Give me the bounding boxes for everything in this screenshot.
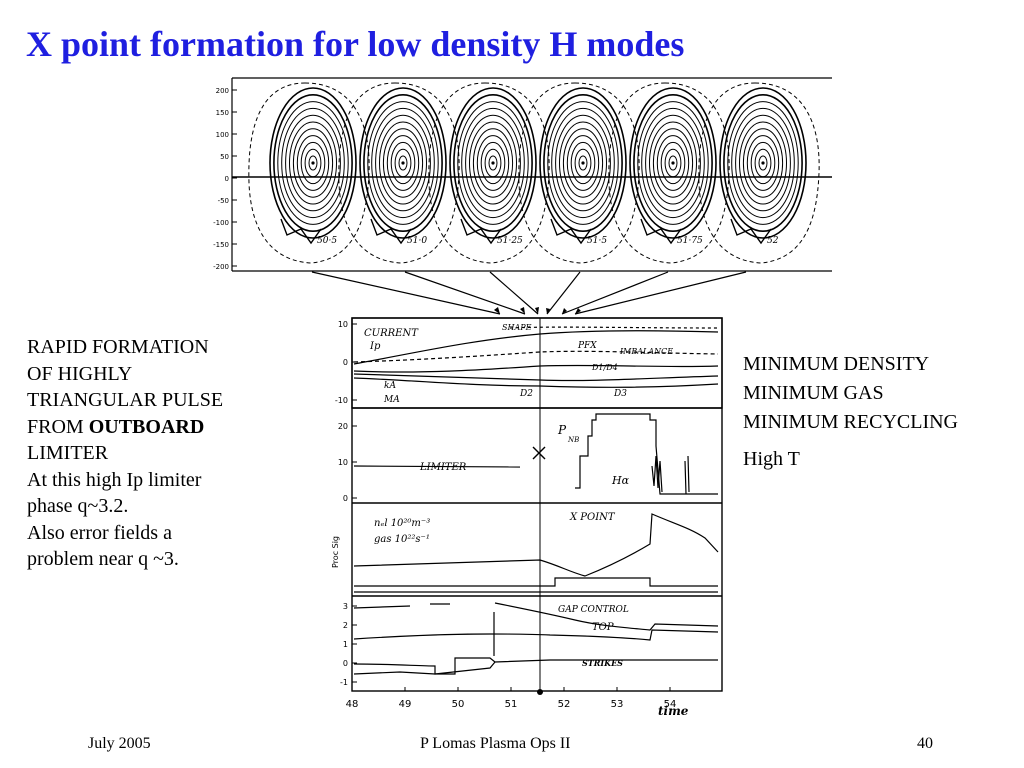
trace-x-axis-label: time: [658, 704, 689, 718]
equilibrium-time-label: 51·5: [587, 236, 607, 246]
flux-y-tick-label: 50: [220, 153, 229, 161]
pnb-label: P: [557, 423, 567, 437]
left-text-line-5: LIMITER: [27, 442, 109, 464]
strikes-label: STRIKES: [582, 658, 623, 668]
flux-y-tick-label: -200: [213, 263, 229, 271]
x-point-label: X POINT: [569, 512, 616, 523]
trace-x-tick-label: 54: [664, 699, 677, 710]
trace-y-tick-label: 0: [343, 358, 348, 367]
flux-surface-plot: 200 150 100 50 0 -50 -100 -150 -200 50·5 51·0 51·2…: [208, 76, 833, 273]
proc-sig-axis-label: Proc Sig: [331, 536, 340, 568]
right-text-line-3: MINIMUM RECYCLING: [743, 411, 958, 433]
left-text-line-3: TRIANGULAR PULSE: [27, 389, 224, 411]
shape-label: SHAPE: [502, 323, 532, 332]
d3-label: D3: [613, 389, 627, 399]
flux-equilibrium: 51·0: [338, 82, 460, 264]
flux-equilibrium: 52: [698, 82, 820, 264]
flux-y-tick-label: -150: [213, 241, 229, 249]
trace-y-tick-label: 2: [343, 621, 348, 630]
left-text-line-6: At this high Ip limiter: [27, 468, 202, 491]
flux-equilibrium: 50·5: [248, 82, 370, 264]
from-prefix: FROM: [27, 415, 89, 438]
trace-y-tick-label: 20: [338, 422, 348, 431]
flux-y-tick-label: -100: [213, 219, 229, 227]
trace-y-tick-label: -10: [335, 396, 348, 405]
trace-y-tick-label: -1: [340, 678, 348, 687]
footer-page-number: 40: [917, 735, 933, 752]
equilibrium-time-label: 51·25: [497, 236, 523, 246]
left-text-line-7: phase q~3.2.: [27, 495, 129, 517]
left-text-line-9: problem near q ~3.: [27, 548, 179, 570]
gap-control-label: GAP CONTROL: [558, 605, 629, 615]
imbalance-label: IMBALANCE: [619, 347, 673, 356]
ma-unit-label: MA: [383, 395, 400, 405]
trace-x-tick-label: 50: [452, 699, 465, 710]
footer-date: July 2005: [88, 735, 151, 752]
right-annotation: MINIMUM DENSITY MINIMUM GAS MINIMUM RECY…: [743, 350, 958, 474]
pnb-subscript-label: NB: [567, 436, 579, 444]
flux-y-tick-label: 0: [225, 175, 229, 183]
flux-y-tick-label: -50: [218, 197, 229, 205]
flux-equilibrium: 51·5: [518, 82, 640, 264]
equilibrium-time-label: 51·75: [677, 236, 703, 246]
h-alpha-label: Hα: [611, 474, 630, 487]
gas-label: gas 10²²s⁻¹: [374, 534, 430, 545]
trace-x-tick-label: 52: [558, 699, 571, 710]
density-label: nₑl 10²⁰m⁻³: [374, 518, 430, 529]
trace-x-tick-label: 49: [399, 699, 412, 710]
trace-y-tick-label: 10: [338, 320, 348, 329]
trace-y-tick-label: 3: [343, 602, 348, 611]
pfx-label: PFX: [577, 341, 597, 351]
trace-y-tick-label: 0: [343, 494, 348, 503]
trace-y-tick-label: 1: [343, 640, 348, 649]
ip-label: Ip: [369, 341, 381, 352]
left-text-line-2: OF HIGHLY: [27, 362, 133, 385]
d1-d4-label: D1/D4: [591, 363, 618, 372]
trace-y-tick-label: 10: [338, 458, 348, 467]
flux-equilibrium: 51·75: [608, 82, 730, 264]
equilibrium-time-label: 50·5: [317, 236, 337, 246]
d2-label: D2: [519, 389, 533, 399]
left-text-line-4: FROM OUTBOARD: [27, 414, 223, 441]
right-text-line-1: MINIMUM DENSITY: [743, 353, 930, 375]
slide-title: X point formation for low density H mode…: [26, 24, 685, 64]
top-label: TOP: [592, 622, 614, 633]
time-traces-figure: 10 0 -10 20 10 0 3 2 1 0 -1 48 49 50 51 52 5: [330, 316, 725, 728]
left-text-line-1: RAPID FORMATION: [27, 336, 209, 358]
trace-x-tick-label: 48: [346, 699, 359, 710]
flux-surface-figure: 200 150 100 50 0 -50 -100 -150 -200 50·5 51·0 51·2…: [208, 76, 833, 273]
right-text-line-2: MINIMUM GAS: [743, 382, 884, 404]
equilibrium-time-label: 51·0: [407, 236, 427, 246]
equilibrium-time-label: 52: [767, 236, 779, 246]
limiter-label: LIMITER: [419, 462, 467, 473]
outboard-emphasis: OUTBOARD: [88, 415, 205, 438]
flux-y-tick-label: 150: [216, 109, 229, 117]
flux-y-tick-label: 100: [216, 131, 229, 139]
current-label: CURRENT: [364, 328, 419, 339]
trace-x-tick-label: 53: [611, 699, 624, 710]
trace-x-tick-label: 51: [505, 699, 518, 710]
footer-center: P Lomas Plasma Ops II: [420, 735, 571, 752]
left-annotation: RAPID FORMATION OF HIGHLY TRIANGULAR PUL…: [27, 334, 223, 573]
time-link-arrows: [311, 271, 747, 315]
flux-equilibrium: 51·25: [428, 82, 550, 264]
trace-y-tick-label: 0: [343, 659, 348, 668]
right-text-extra: High T: [743, 448, 800, 470]
flux-y-tick-label: 200: [216, 87, 229, 95]
left-text-line-8: Also error fields a: [27, 521, 172, 544]
ka-unit-label: kA: [384, 381, 396, 391]
